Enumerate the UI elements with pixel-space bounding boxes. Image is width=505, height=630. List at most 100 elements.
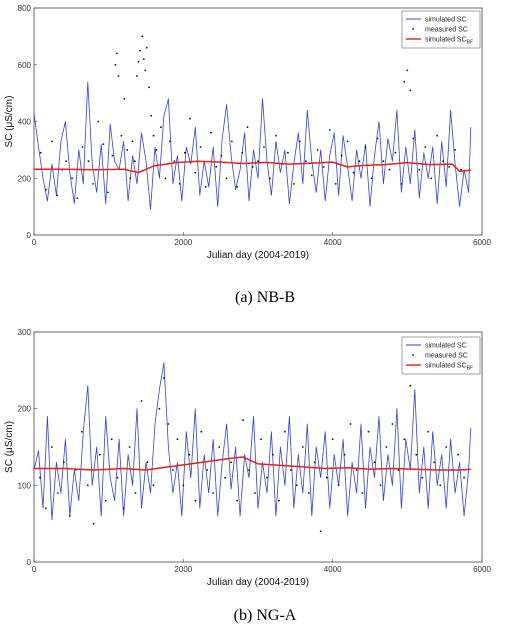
measured-point <box>316 149 319 151</box>
legend-box <box>401 336 481 375</box>
measured-point <box>364 146 367 148</box>
measured-point <box>460 168 462 171</box>
measured-point <box>163 377 165 379</box>
measured-point <box>340 154 343 157</box>
measured-point <box>263 146 265 148</box>
legend: simulated SC measured SC simulated SCBF <box>401 336 481 375</box>
measured-point <box>445 446 448 448</box>
measured-point <box>39 151 42 154</box>
measured-point <box>155 149 158 151</box>
measured-point <box>215 166 218 168</box>
series-line-simulated-sc <box>33 362 472 521</box>
x-tick-label: 6000 <box>473 565 491 574</box>
measured-point <box>433 461 436 464</box>
measured-point <box>307 492 310 494</box>
legend: simulated SC measured SC simulated SCBF <box>401 10 481 49</box>
y-tick-labels: 0 200 400 600 800 <box>18 4 37 240</box>
measured-point <box>182 484 185 487</box>
measured-point <box>295 484 298 487</box>
measured-point <box>436 134 439 137</box>
measured-point <box>361 492 364 494</box>
measured-point <box>269 177 271 180</box>
measured-point <box>87 160 90 163</box>
measured-point <box>172 469 174 471</box>
x-tick-label: 2000 <box>174 565 192 574</box>
y-tick-label: 200 <box>18 174 32 183</box>
measured-point <box>242 419 245 422</box>
measured-point <box>358 160 361 163</box>
measured-point <box>150 114 153 117</box>
measured-point <box>275 134 277 137</box>
measured-point <box>409 384 412 387</box>
measured-point <box>310 174 313 177</box>
measured-point <box>251 166 254 168</box>
legend-label-measured: measured SC <box>425 353 468 360</box>
y-tick-label: 600 <box>18 61 32 70</box>
measured-point <box>56 194 58 197</box>
legend-box <box>401 10 481 49</box>
measured-point <box>71 177 73 180</box>
measured-point <box>145 46 148 49</box>
measured-point <box>81 146 84 148</box>
measured-point <box>334 183 337 185</box>
measured-point <box>230 461 233 464</box>
measured-point <box>439 484 442 487</box>
measured-point <box>188 453 191 456</box>
measured-point <box>68 515 71 517</box>
measured-point <box>301 446 304 448</box>
measured-point <box>134 492 137 494</box>
measured-point <box>346 140 349 143</box>
measured-point <box>164 177 167 180</box>
y-axis-label: SC (μS/cm) <box>4 96 15 148</box>
legend-label-simulated: simulated SC <box>425 343 467 350</box>
measured-point <box>382 160 385 163</box>
legend-label-baseflow: simulated SCBF <box>425 37 473 46</box>
measured-point <box>102 143 105 146</box>
measured-point <box>92 183 94 185</box>
measured-point <box>110 438 113 441</box>
x-tick-label: 4000 <box>324 238 342 247</box>
measured-point <box>287 151 289 154</box>
y-tick-label: 400 <box>18 118 32 127</box>
measured-point <box>412 137 415 140</box>
measured-point <box>457 453 459 456</box>
measured-point <box>266 476 268 479</box>
measured-point <box>183 151 186 154</box>
measured-point <box>199 146 202 148</box>
x-tick-labels: 0 2000 4000 6000 <box>32 559 491 574</box>
measured-point <box>343 453 346 456</box>
measured-point <box>141 35 144 38</box>
measured-point <box>400 183 403 185</box>
measured-point <box>133 160 136 163</box>
measured-point <box>373 461 376 464</box>
y-tick-label: 0 <box>27 558 32 567</box>
measured-point <box>131 140 134 143</box>
legend-label-simulated: simulated SC <box>425 17 467 24</box>
measured-point <box>51 140 53 143</box>
measured-point <box>129 177 132 180</box>
legend-label-baseflow: simulated SCBF <box>425 363 473 372</box>
measured-point <box>236 185 239 188</box>
measured-point <box>116 52 118 55</box>
measured-point <box>111 154 114 157</box>
measured-point <box>114 63 117 66</box>
measured-point <box>355 469 358 471</box>
x-axis-label: Julian day (2004-2019) <box>207 577 309 588</box>
measured-point <box>122 507 125 510</box>
measured-point <box>397 469 400 471</box>
x-axis-label: Julian day (2004-2019) <box>207 250 309 261</box>
measured-point <box>418 168 421 171</box>
measured-point <box>194 499 197 502</box>
measured-point <box>142 58 145 60</box>
measured-point <box>448 166 450 168</box>
measured-point <box>292 183 295 185</box>
x-tick-labels: 0 2000 4000 6000 <box>32 232 491 247</box>
measured-point <box>370 177 373 180</box>
measured-point <box>104 499 107 502</box>
measured-point <box>152 134 155 137</box>
measured-point <box>176 438 179 441</box>
measured-point <box>325 476 328 479</box>
measured-point <box>319 530 322 533</box>
measured-point <box>352 171 355 174</box>
